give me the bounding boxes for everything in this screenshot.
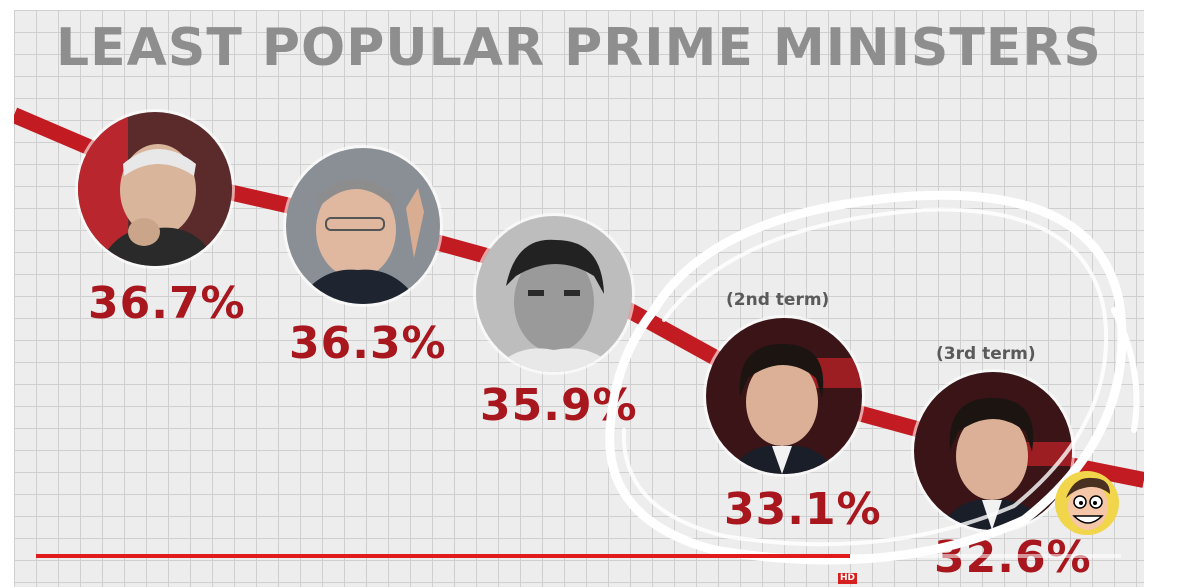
video-progress-bar[interactable] — [36, 554, 1121, 558]
term-label: (3rd term) — [936, 344, 1036, 364]
percentage-label: 36.7% — [88, 278, 246, 329]
channel-mascot-icon — [1055, 471, 1119, 535]
portrait-avatar — [706, 318, 862, 474]
video-frame[interactable]: LEAST POPULAR PRIME MINISTERS 36.7% 36.3… — [14, 10, 1144, 587]
term-label: (2nd term) — [726, 290, 830, 310]
percentage-label: 36.3% — [289, 318, 447, 369]
video-progress-fill — [36, 554, 850, 558]
video-title: LEAST POPULAR PRIME MINISTERS — [56, 18, 1102, 78]
percentage-label: 33.1% — [724, 484, 882, 535]
portrait-avatar — [286, 148, 440, 304]
hd-badge: HD — [838, 573, 858, 584]
portrait-avatar — [78, 112, 232, 266]
highlight-circle — [605, 190, 1140, 565]
portrait-avatar — [914, 372, 1072, 530]
